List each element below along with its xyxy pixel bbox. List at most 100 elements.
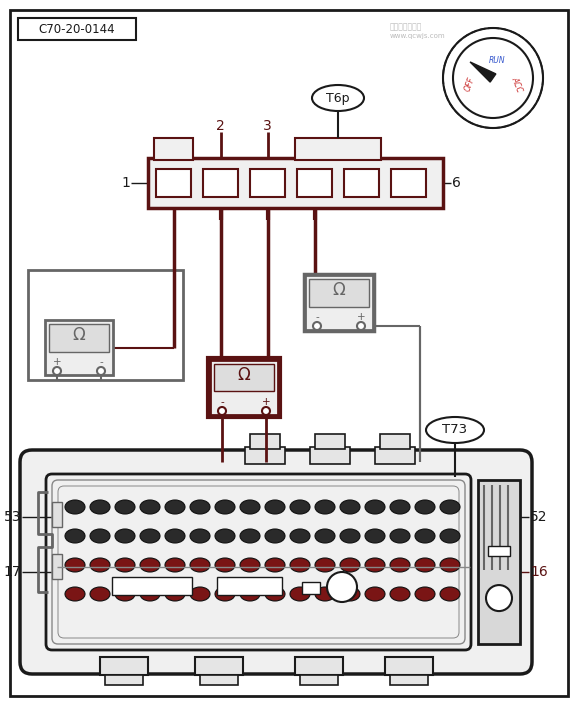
Text: 1: 1 [121,176,130,190]
Text: Ω: Ω [238,366,250,384]
Bar [375,447,415,464]
Ellipse shape [290,500,310,514]
Ellipse shape [390,558,410,572]
Ellipse shape [165,558,185,572]
Ellipse shape [315,500,335,514]
Bar [214,364,274,392]
Ellipse shape [190,558,210,572]
Ellipse shape [365,529,385,543]
Ellipse shape [365,587,385,601]
Ellipse shape [415,587,435,601]
Ellipse shape [390,500,410,514]
Bar [310,447,350,464]
Text: 2: 2 [216,119,225,133]
Ellipse shape [140,558,160,572]
Ellipse shape [115,529,135,543]
Bar [156,169,191,197]
Text: 汽车维修技术网: 汽车维修技术网 [390,22,422,31]
Ellipse shape [365,500,385,514]
Ellipse shape [315,558,335,572]
Text: 52: 52 [530,510,547,524]
Ellipse shape [265,587,285,601]
Text: +: + [53,357,62,367]
Ellipse shape [390,587,410,601]
Circle shape [486,585,512,611]
Ellipse shape [315,529,335,543]
Text: RUN: RUN [489,56,505,64]
Text: ACC: ACC [510,75,524,93]
Ellipse shape [90,558,110,572]
Text: www.qcwjs.com: www.qcwjs.com [390,33,446,39]
Bar [148,158,443,208]
Ellipse shape [140,500,160,514]
Bar [112,577,192,595]
Ellipse shape [90,529,110,543]
Ellipse shape [426,417,484,443]
Text: +: + [261,397,270,407]
Bar [49,324,109,352]
Text: Ω: Ω [73,326,85,345]
Ellipse shape [365,558,385,572]
Text: -: - [99,357,103,367]
Circle shape [218,407,226,415]
Bar [300,675,338,685]
Bar [203,169,238,197]
Ellipse shape [240,558,260,572]
Bar [305,275,373,330]
Ellipse shape [265,558,285,572]
Bar [295,657,343,675]
Bar [200,675,238,685]
Circle shape [53,367,61,375]
Bar [390,675,428,685]
Text: -: - [315,312,319,322]
Bar [217,577,282,595]
Bar [45,320,113,375]
Ellipse shape [165,587,185,601]
Bar [488,546,510,556]
Bar [28,270,183,380]
Ellipse shape [215,500,235,514]
Circle shape [453,38,533,118]
Ellipse shape [215,587,235,601]
Bar [250,169,285,197]
Text: +: + [357,312,365,322]
Polygon shape [470,62,496,82]
Bar [52,502,62,527]
Ellipse shape [265,529,285,543]
Ellipse shape [265,500,285,514]
Bar [52,554,62,579]
Bar [478,480,520,644]
Ellipse shape [440,558,460,572]
Circle shape [443,28,543,128]
Text: Ω: Ω [333,282,345,299]
Text: -: - [220,397,224,407]
Bar [250,434,280,449]
Ellipse shape [215,558,235,572]
Bar [105,675,143,685]
Ellipse shape [290,587,310,601]
Ellipse shape [440,500,460,514]
Bar [391,169,426,197]
Bar [380,434,410,449]
Bar [302,582,320,594]
Ellipse shape [415,529,435,543]
Bar [18,18,136,40]
Text: T73: T73 [443,424,468,436]
Ellipse shape [390,529,410,543]
Text: 3: 3 [263,119,272,133]
Ellipse shape [290,529,310,543]
Ellipse shape [240,500,260,514]
Ellipse shape [190,529,210,543]
Ellipse shape [65,587,85,601]
Text: OFF: OFF [463,76,477,92]
Ellipse shape [65,558,85,572]
Bar [210,360,278,415]
Bar [315,434,345,449]
Ellipse shape [115,558,135,572]
Ellipse shape [215,529,235,543]
Text: 6: 6 [452,176,461,190]
Ellipse shape [190,587,210,601]
Ellipse shape [340,558,360,572]
Bar [245,447,285,464]
Circle shape [262,407,270,415]
